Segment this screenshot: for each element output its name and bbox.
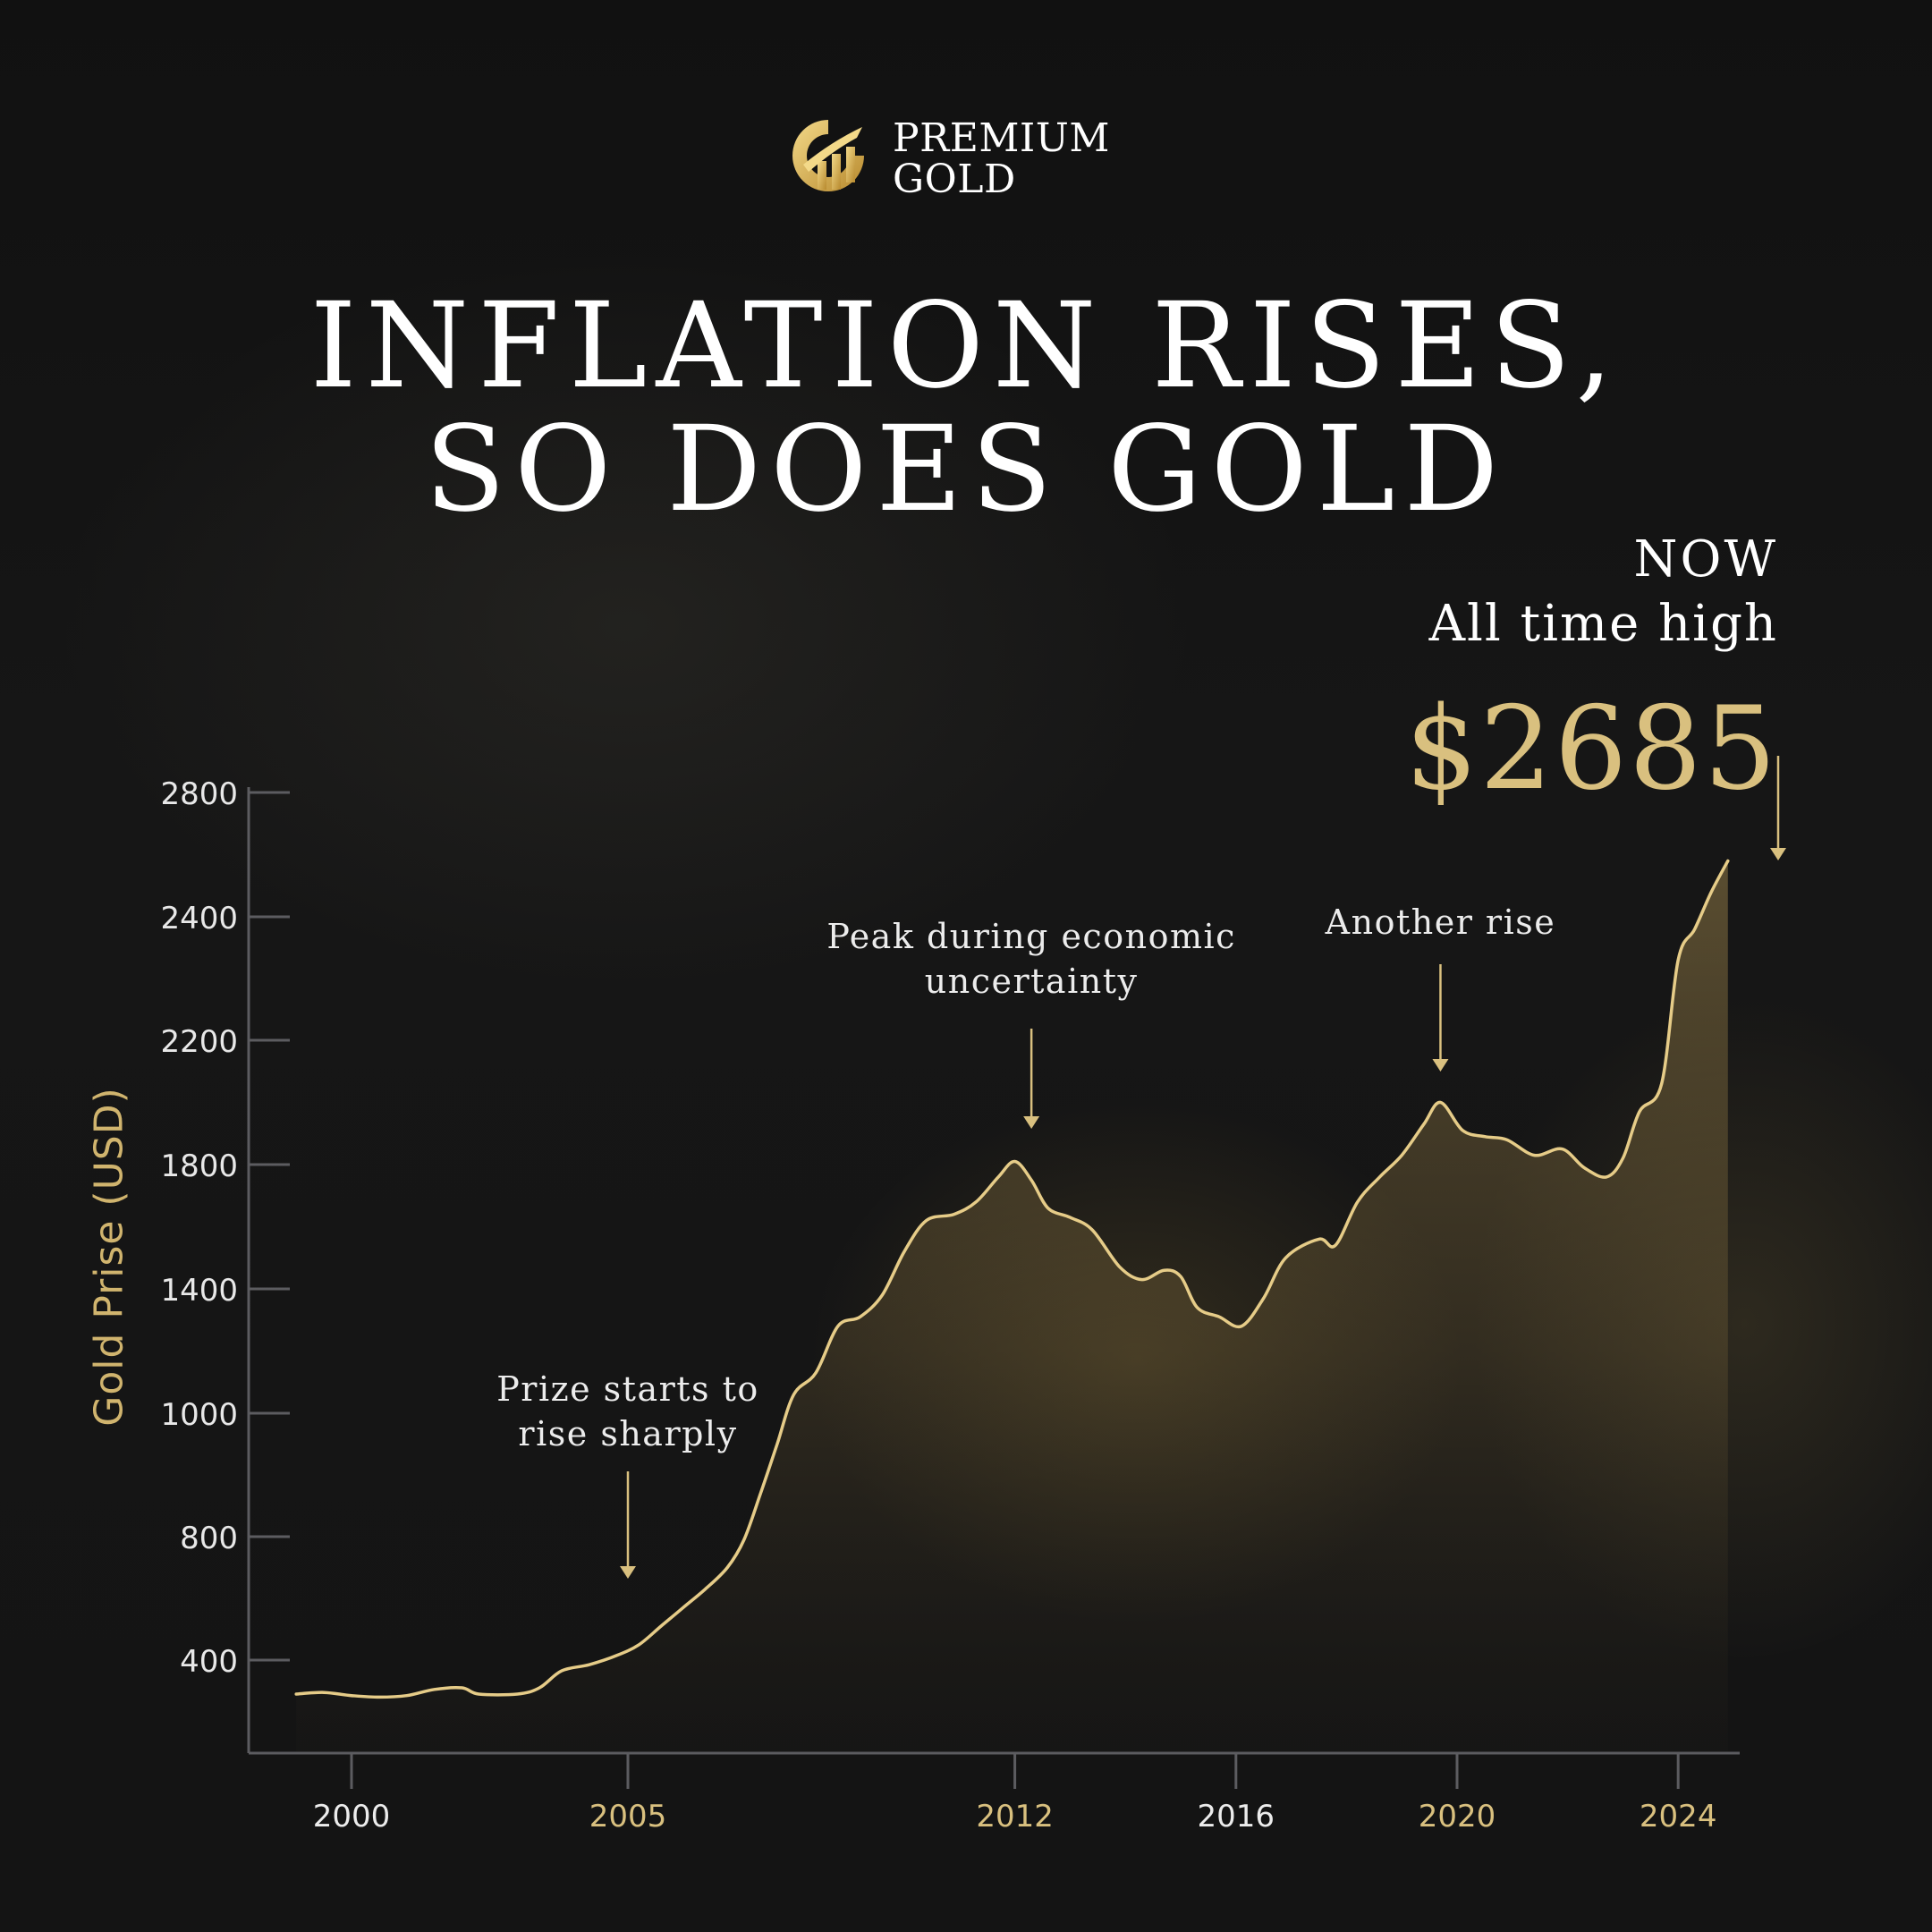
y-tick-label: 1800	[160, 1148, 238, 1184]
annotation-arrow-head	[1023, 1116, 1040, 1129]
annotation-label: Another rise	[1326, 900, 1556, 945]
brand-line-1: PREMIUM	[893, 115, 1110, 161]
y-tick-label: 1000	[160, 1397, 238, 1433]
y-tick-label: 2200	[160, 1024, 238, 1060]
x-tick-label: 2012	[976, 1799, 1054, 1835]
x-tick-label: 2020	[1419, 1799, 1496, 1835]
annotation-label: Peak during economic uncertainty	[826, 914, 1236, 1004]
y-tick-label: 1400	[160, 1273, 238, 1309]
y-tick-label: 400	[180, 1644, 238, 1680]
annotation-line: rise sharply	[518, 1414, 738, 1453]
headline-line-2: SO DOES GOLD	[424, 401, 1508, 538]
annotation-line: Another rise	[1325, 902, 1556, 942]
brand-line-2: GOLD	[893, 157, 1016, 202]
brand-name: PREMIUM GOLD	[893, 118, 1110, 200]
gold-coin-icon	[792, 120, 864, 191]
annotation-arrow-head	[620, 1566, 636, 1579]
annotation-line: Prize starts to	[496, 1369, 759, 1409]
annotation-arrow-head	[1770, 848, 1786, 860]
current-price: $2685	[1404, 682, 1778, 816]
annotation-line: uncertainty	[924, 962, 1139, 1001]
price-line	[294, 859, 1730, 1699]
all-time-high-label: All time high	[1428, 595, 1778, 653]
headline: INFLATION RISES, SO DOES GOLD	[0, 284, 1932, 531]
x-tick-label: 2000	[313, 1799, 391, 1835]
price-area-fill	[296, 860, 1728, 1751]
now-label: NOW	[1633, 530, 1778, 589]
x-tick-label: 2005	[589, 1799, 667, 1835]
y-tick-label: 800	[180, 1521, 238, 1556]
y-axis-label: Gold Prise (USD)	[86, 1087, 132, 1427]
x-tick-label: 2016	[1198, 1799, 1275, 1835]
all-time-high-callout: NOW All time high $2685	[1405, 528, 1778, 812]
headline-line-1: INFLATION RISES,	[309, 277, 1623, 415]
brand-logo: PREMIUM GOLD	[787, 114, 1109, 200]
annotation-arrow-head	[1432, 1059, 1449, 1072]
annotation-label: Prize starts to rise sharply	[496, 1367, 759, 1456]
y-tick-label: 2800	[160, 776, 238, 812]
x-tick-label: 2024	[1640, 1799, 1717, 1835]
annotation-line: Peak during economic	[826, 917, 1236, 956]
y-tick-label: 2400	[160, 901, 238, 936]
